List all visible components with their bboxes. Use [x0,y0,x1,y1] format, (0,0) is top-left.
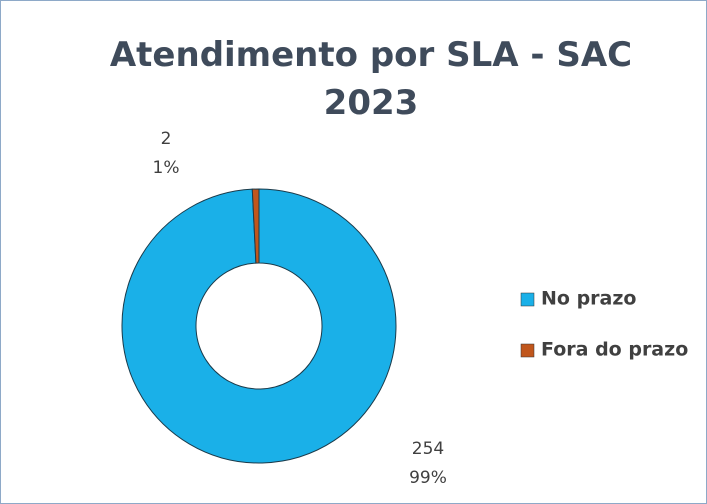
legend-swatch [520,292,535,307]
donut-slice [121,188,397,464]
percent-label: 1% [153,158,180,178]
data-label: 254 [412,439,444,459]
donut-slice [251,188,260,264]
legend-label: No prazo [541,288,636,310]
legend-swatch [520,343,535,358]
legend-label: Fora do prazo [541,339,688,361]
percent-label: 99% [409,468,447,488]
data-label: 2 [161,129,172,149]
chart-title: Atendimento por SLA - SAC 2023 [109,35,633,123]
